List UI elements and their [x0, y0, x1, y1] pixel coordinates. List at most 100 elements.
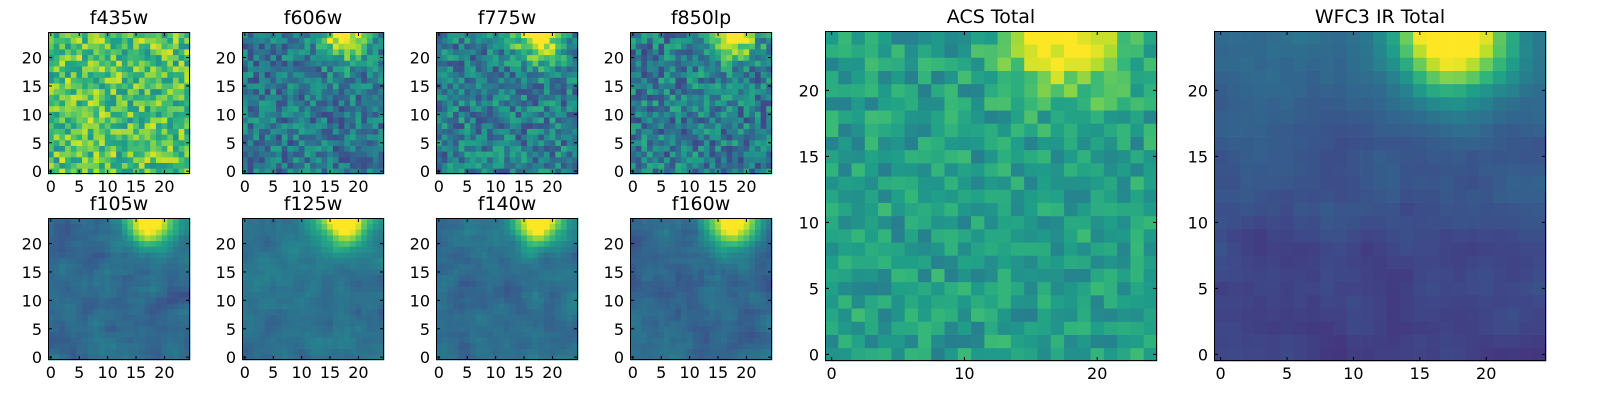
heatmap-cell: [509, 269, 516, 276]
heatmap-cell: [555, 252, 562, 259]
heatmap-cell: [150, 94, 157, 101]
heatmap-cell: [110, 246, 117, 253]
panel-title: f850lp: [671, 7, 731, 29]
heatmap-cell: [144, 43, 151, 50]
heatmap-cell: [498, 303, 505, 310]
heatmap-cell: [53, 314, 60, 321]
heatmap-cell: [549, 100, 556, 107]
heatmap-cell: [344, 156, 351, 163]
heatmap-cell: [93, 83, 100, 90]
heatmap-cell: [760, 77, 767, 84]
heatmap-cell: [458, 280, 465, 287]
heatmap-cell: [133, 77, 140, 84]
heatmap-cell: [310, 162, 317, 169]
heatmap-cell: [635, 342, 642, 349]
heatmap-cell: [521, 88, 528, 95]
heatmap-cell: [104, 342, 111, 349]
heatmap-cell: [99, 314, 106, 321]
heatmap-cell: [270, 229, 277, 236]
heatmap-cell: [253, 37, 260, 44]
heatmap-cell: [155, 49, 162, 56]
heatmap-cell: [715, 162, 722, 169]
heatmap-cell: [53, 274, 60, 281]
heatmap-cell: [675, 297, 682, 304]
heatmap-cell: [321, 77, 328, 84]
heatmap-cell: [144, 54, 151, 61]
heatmap-cell: [304, 303, 311, 310]
heatmap-cell: [298, 54, 305, 61]
heatmap-cell: [441, 218, 448, 225]
heatmap-cell: [743, 297, 750, 304]
heatmap-cell: [355, 122, 362, 129]
heatmap-cell: [555, 83, 562, 90]
heatmap-cell: [99, 354, 106, 361]
heatmap-cell: [515, 354, 522, 361]
heatmap-cell: [93, 60, 100, 67]
heatmap-cell: [509, 303, 516, 310]
heatmap-cell: [441, 286, 448, 293]
heatmap-cell: [549, 54, 556, 61]
heatmap-cell: [76, 308, 83, 315]
heatmap-cell: [355, 145, 362, 152]
heatmap-cell: [641, 43, 648, 50]
heatmap-cell: [127, 105, 134, 112]
heatmap-cell: [338, 139, 345, 146]
heatmap-cell: [184, 303, 191, 310]
heatmap-cell: [178, 94, 185, 101]
heatmap-cell: [59, 269, 66, 276]
heatmap-cell: [242, 134, 249, 141]
heatmap-cell: [264, 37, 271, 44]
heatmap-cell: [270, 37, 277, 44]
heatmap-cell: [293, 269, 300, 276]
heatmap-cell: [498, 291, 505, 298]
heatmap-cell: [737, 280, 744, 287]
heatmap-cell: [436, 145, 443, 152]
heatmap-cell: [298, 325, 305, 332]
heatmap-cell: [732, 83, 739, 90]
heatmap-cell: [344, 320, 351, 327]
heatmap-cell: [247, 117, 254, 124]
heatmap-cell: [310, 71, 317, 78]
heatmap-cell: [344, 168, 351, 175]
heatmap-cell: [475, 156, 482, 163]
heatmap-cell: [732, 111, 739, 118]
heatmap-cell: [538, 156, 545, 163]
heatmap-cell: [378, 246, 385, 253]
heatmap-cell: [458, 342, 465, 349]
heatmap-cell: [492, 71, 499, 78]
heatmap-cell: [669, 134, 676, 141]
heatmap-cell: [509, 291, 516, 298]
heatmap-cell: [521, 66, 528, 73]
heatmap-cell: [641, 269, 648, 276]
heatmap-cell: [464, 128, 471, 135]
heatmap-cell: [538, 342, 545, 349]
heatmap-cell: [264, 77, 271, 84]
heatmap-cell: [304, 60, 311, 67]
heatmap-cell: [287, 139, 294, 146]
heatmap-cell: [167, 156, 174, 163]
heatmap-cell: [70, 117, 77, 124]
heatmap-cell: [664, 49, 671, 56]
heatmap-cell: [116, 88, 123, 95]
heatmap-cell: [76, 162, 83, 169]
heatmap-cell: [521, 246, 528, 253]
heatmap-cell: [732, 145, 739, 152]
heatmap-cell: [127, 269, 134, 276]
heatmap-cell: [481, 60, 488, 67]
heatmap-cell: [487, 331, 494, 338]
heatmap-cell: [116, 162, 123, 169]
heatmap-cell: [315, 134, 322, 141]
heatmap-cell: [161, 280, 168, 287]
heatmap-cell: [538, 122, 545, 129]
heatmap-cell: [161, 105, 168, 112]
heatmap-cell: [349, 218, 356, 225]
heatmap-cell: [178, 223, 185, 230]
heatmap-cell: [447, 331, 454, 338]
heatmap-cell: [82, 156, 89, 163]
heatmap-cell: [304, 223, 311, 230]
heatmap-cell: [766, 66, 773, 73]
heatmap-cell: [641, 342, 648, 349]
heatmap-cell: [253, 43, 260, 50]
heatmap-cell: [754, 354, 761, 361]
heatmap-cell: [293, 54, 300, 61]
